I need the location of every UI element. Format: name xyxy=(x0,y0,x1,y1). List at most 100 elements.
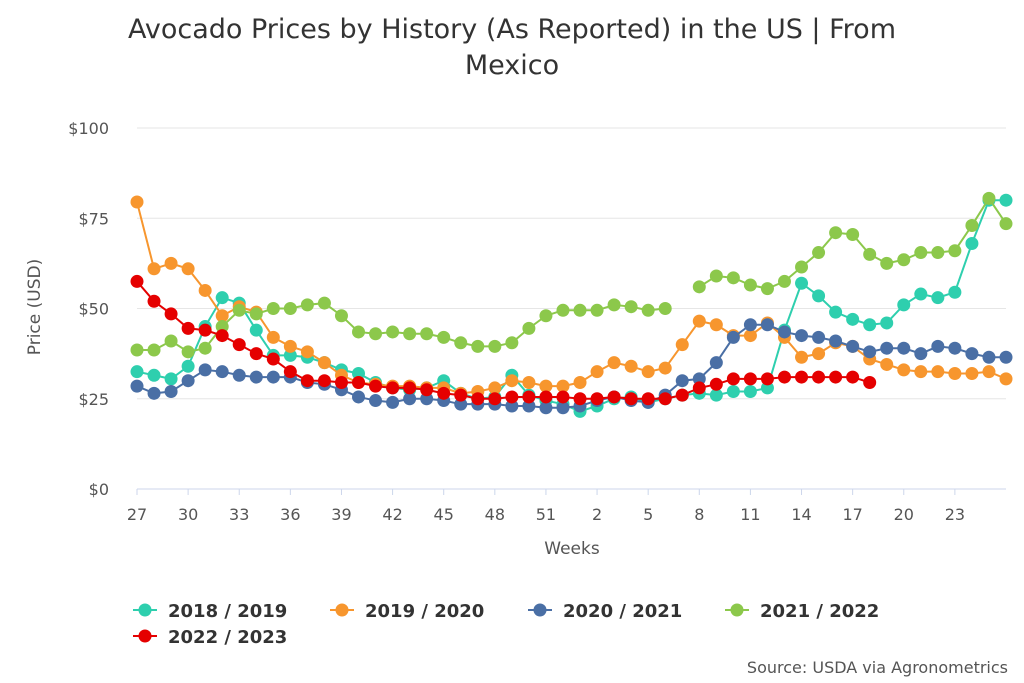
data-point[interactable] xyxy=(624,359,638,373)
data-point[interactable] xyxy=(181,262,195,276)
data-point[interactable] xyxy=(965,218,979,232)
data-point[interactable] xyxy=(590,303,604,317)
data-point[interactable] xyxy=(675,338,689,352)
data-point[interactable] xyxy=(846,312,860,326)
data-point[interactable] xyxy=(522,390,536,404)
series-2021-2022[interactable] xyxy=(130,191,1013,359)
data-point[interactable] xyxy=(658,361,672,375)
data-point[interactable] xyxy=(641,365,655,379)
legend-item[interactable]: 2022 / 2023 xyxy=(133,627,287,648)
data-point[interactable] xyxy=(420,383,434,397)
data-point[interactable] xyxy=(880,357,894,371)
data-point[interactable] xyxy=(607,298,621,312)
data-point[interactable] xyxy=(675,374,689,388)
data-point[interactable] xyxy=(863,247,877,261)
data-point[interactable] xyxy=(692,280,706,294)
data-point[interactable] xyxy=(505,374,519,388)
data-point[interactable] xyxy=(863,345,877,359)
data-point[interactable] xyxy=(760,372,774,386)
data-point[interactable] xyxy=(914,365,928,379)
data-point[interactable] xyxy=(607,390,621,404)
data-point[interactable] xyxy=(232,303,246,317)
legend-item[interactable]: 2019 / 2020 xyxy=(330,601,484,622)
data-point[interactable] xyxy=(130,365,144,379)
data-point[interactable] xyxy=(931,365,945,379)
data-point[interactable] xyxy=(965,347,979,361)
data-point[interactable] xyxy=(539,309,553,323)
data-point[interactable] xyxy=(181,345,195,359)
data-point[interactable] xyxy=(198,283,212,297)
data-point[interactable] xyxy=(386,395,400,409)
data-point[interactable] xyxy=(232,338,246,352)
data-point[interactable] xyxy=(999,193,1013,207)
series-2019-2020[interactable] xyxy=(130,195,1013,400)
data-point[interactable] xyxy=(965,237,979,251)
data-point[interactable] xyxy=(198,341,212,355)
series-2020-2021[interactable] xyxy=(130,318,1013,415)
data-point[interactable] xyxy=(283,365,297,379)
data-point[interactable] xyxy=(352,376,366,390)
data-point[interactable] xyxy=(692,314,706,328)
data-point[interactable] xyxy=(266,352,280,366)
data-point[interactable] xyxy=(760,282,774,296)
data-point[interactable] xyxy=(880,256,894,270)
data-point[interactable] xyxy=(846,339,860,353)
data-point[interactable] xyxy=(607,356,621,370)
data-point[interactable] xyxy=(641,303,655,317)
data-point[interactable] xyxy=(522,321,536,335)
data-point[interactable] xyxy=(880,316,894,330)
data-point[interactable] xyxy=(760,318,774,332)
data-point[interactable] xyxy=(556,390,570,404)
data-point[interactable] xyxy=(931,339,945,353)
data-point[interactable] xyxy=(147,343,161,357)
data-point[interactable] xyxy=(249,347,263,361)
data-point[interactable] xyxy=(352,325,366,339)
data-point[interactable] xyxy=(334,309,348,323)
data-point[interactable] xyxy=(317,356,331,370)
data-point[interactable] xyxy=(215,291,229,305)
data-point[interactable] xyxy=(181,374,195,388)
data-point[interactable] xyxy=(317,296,331,310)
data-point[interactable] xyxy=(999,372,1013,386)
data-point[interactable] xyxy=(488,381,502,395)
data-point[interactable] xyxy=(829,370,843,384)
data-point[interactable] xyxy=(795,350,809,364)
data-point[interactable] xyxy=(522,399,536,413)
data-point[interactable] xyxy=(539,390,553,404)
data-point[interactable] xyxy=(420,392,434,406)
data-point[interactable] xyxy=(743,278,757,292)
data-point[interactable] xyxy=(863,376,877,390)
data-point[interactable] xyxy=(982,365,996,379)
data-point[interactable] xyxy=(352,390,366,404)
data-point[interactable] xyxy=(726,372,740,386)
data-point[interactable] xyxy=(897,253,911,267)
data-point[interactable] xyxy=(760,381,774,395)
data-point[interactable] xyxy=(164,256,178,270)
data-point[interactable] xyxy=(846,227,860,241)
data-point[interactable] xyxy=(181,359,195,373)
data-point[interactable] xyxy=(266,302,280,315)
data-point[interactable] xyxy=(232,368,246,382)
legend[interactable]: 2018 / 2019 2019 / 2020 2020 / 2021 2021 / … xyxy=(133,601,879,648)
data-point[interactable] xyxy=(420,327,434,341)
data-point[interactable] xyxy=(812,246,826,260)
data-point[interactable] xyxy=(948,285,962,299)
data-point[interactable] xyxy=(352,366,366,380)
data-point[interactable] xyxy=(812,370,826,384)
data-point[interactable] xyxy=(982,350,996,364)
data-point[interactable] xyxy=(999,350,1013,364)
data-point[interactable] xyxy=(624,392,638,406)
data-point[interactable] xyxy=(914,246,928,260)
data-point[interactable] xyxy=(590,392,604,406)
data-point[interactable] xyxy=(880,341,894,355)
data-point[interactable] xyxy=(999,217,1013,231)
data-point[interactable] xyxy=(164,307,178,321)
data-point[interactable] xyxy=(471,339,485,353)
data-point[interactable] xyxy=(812,330,826,344)
data-point[interactable] xyxy=(931,246,945,260)
data-point[interactable] xyxy=(743,329,757,343)
data-point[interactable] xyxy=(573,376,587,390)
data-point[interactable] xyxy=(300,345,314,359)
data-point[interactable] xyxy=(914,347,928,361)
data-point[interactable] xyxy=(471,392,485,406)
